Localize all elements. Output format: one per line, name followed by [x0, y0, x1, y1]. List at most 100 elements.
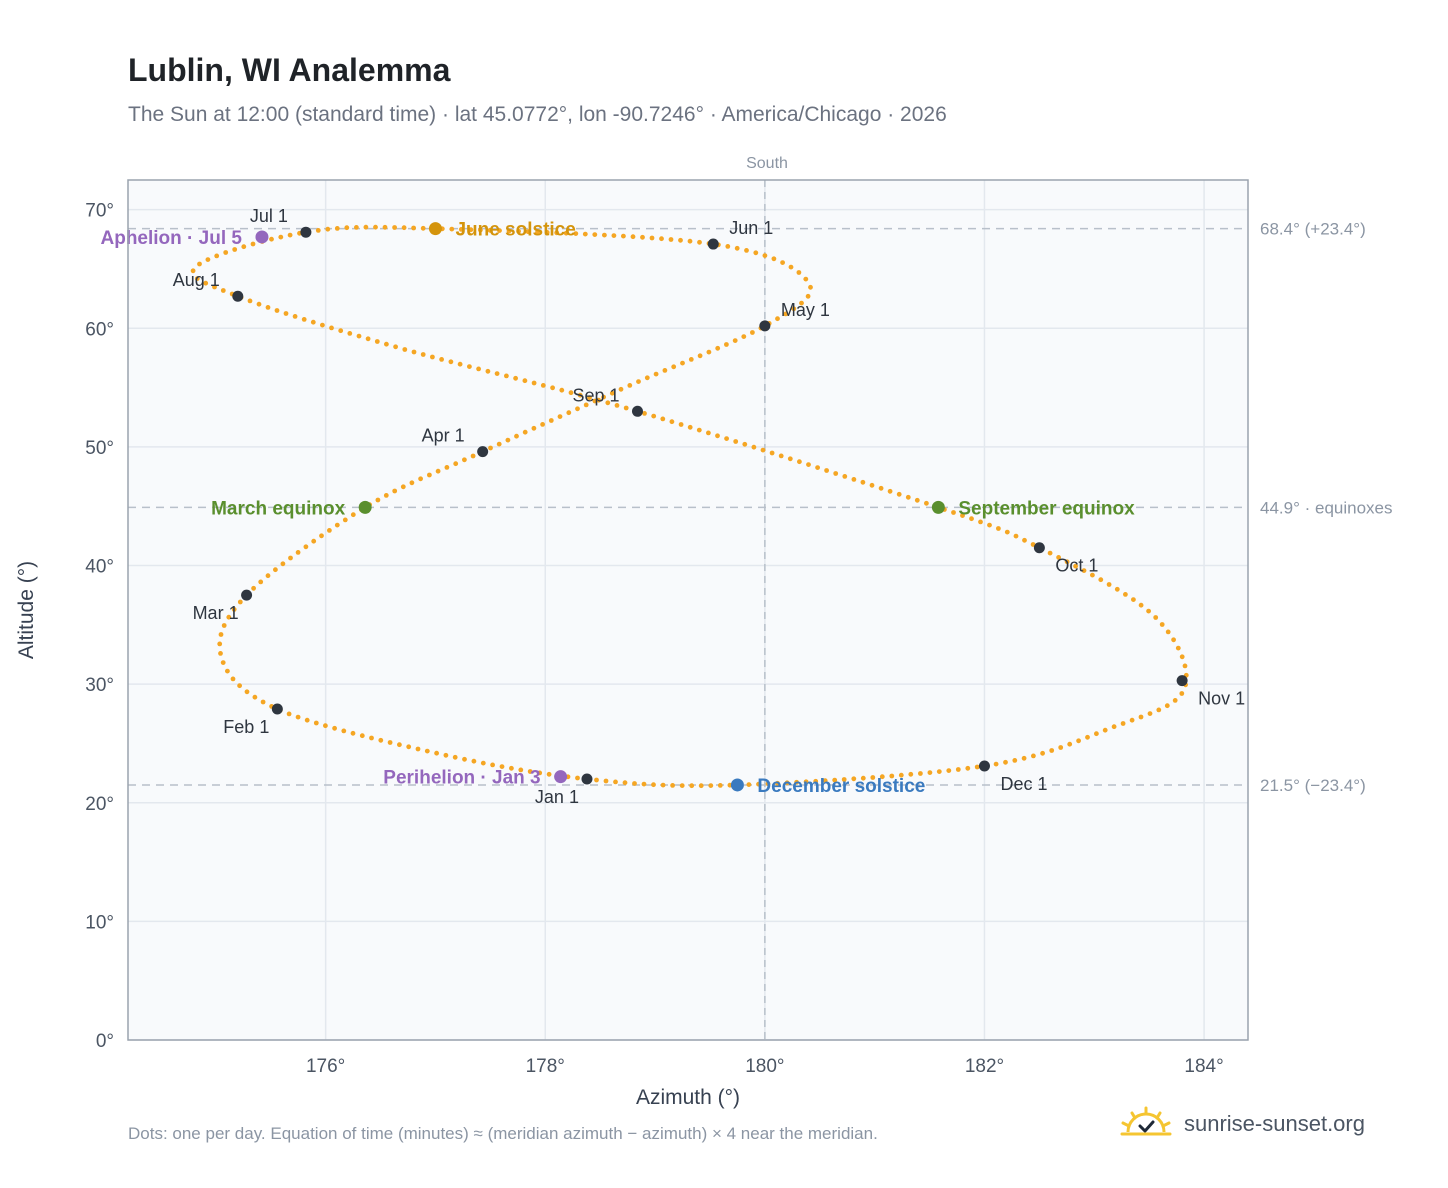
daily-sun-dot: [332, 725, 337, 731]
event-marker: [255, 230, 269, 244]
daily-sun-dot: [955, 767, 961, 772]
daily-sun-dot: [592, 232, 598, 238]
daily-sun-dot: [649, 235, 655, 241]
month-marker: [232, 290, 244, 302]
y-tick-label: 40°: [85, 557, 114, 578]
daily-sun-dot: [987, 522, 992, 528]
daily-sun-dot: [851, 477, 857, 482]
month-marker-label: Mar 1: [193, 603, 239, 623]
daily-sun-dot: [458, 227, 464, 232]
daily-sun-dot: [557, 414, 563, 419]
daily-sun-dot: [531, 425, 537, 431]
daily-sun-dot: [232, 247, 238, 252]
month-marker-label: Sep 1: [572, 385, 619, 405]
daily-sun-dot: [1123, 592, 1128, 597]
daily-sun-dot: [393, 344, 398, 350]
daily-sun-dot: [1164, 703, 1170, 709]
daily-sun-dot: [1147, 711, 1153, 716]
daily-sun-dot: [1040, 750, 1045, 756]
daily-sun-dot: [494, 371, 500, 376]
month-marker-label: Jul 1: [250, 206, 288, 226]
daily-sun-dot: [799, 300, 804, 306]
daily-sun-dot: [554, 230, 560, 236]
daily-sun-dot: [1031, 753, 1036, 759]
daily-sun-dot: [342, 517, 348, 523]
daily-sun-dot: [896, 491, 902, 497]
event-label: June solstice: [455, 220, 575, 241]
x-tick-label: 178°: [526, 1056, 565, 1077]
daily-sun-dot: [537, 770, 543, 776]
daily-sun-dot: [1138, 714, 1144, 720]
x-tick-label: 180°: [745, 1056, 784, 1077]
event-label: March equinox: [211, 498, 346, 519]
daily-sun-dot: [347, 331, 353, 336]
reference-lines: 68.4° (+23.4°) 44.9° · equinoxes 21.5° (−2…: [128, 180, 1393, 1040]
daily-sun-dot: [1146, 608, 1151, 614]
daily-sun-dot: [424, 748, 430, 754]
daily-sun-dot: [194, 276, 200, 281]
daily-sun-dot: [602, 232, 607, 238]
daily-sun-dot: [550, 385, 555, 391]
daily-sun-dot: [742, 441, 748, 447]
daily-sun-dot: [613, 779, 618, 785]
month-marker-label: Nov 1: [1198, 689, 1245, 709]
daily-sun-dot: [327, 528, 332, 533]
daily-sun-dot: [449, 226, 455, 232]
daily-sun-dot: [278, 234, 284, 240]
daily-sun-dot: [614, 403, 620, 408]
daily-sun-dot: [468, 227, 474, 233]
footnote: Dots: one per day. Equation of time (min…: [128, 1124, 878, 1143]
daily-sun-dot: [205, 257, 211, 262]
daily-sun-dot: [237, 683, 243, 689]
south-label: South: [746, 155, 788, 172]
daily-sun-dot: [258, 579, 264, 585]
daily-sun-dot: [1013, 533, 1019, 539]
daily-sun-dot: [662, 368, 668, 373]
daily-sun-dot: [1076, 738, 1081, 744]
daily-sun-dot: [587, 395, 592, 401]
daily-sun-dot: [669, 419, 675, 425]
daily-sun-dot: [356, 333, 362, 339]
daily-sun-dot: [594, 777, 599, 783]
daily-sun-dot: [406, 744, 412, 750]
event-label: September equinox: [958, 498, 1135, 519]
daily-sun-dot: [374, 339, 380, 344]
daily-sun-dot: [771, 256, 777, 262]
daily-sun-dot: [822, 778, 828, 784]
daily-sun-dot: [568, 390, 574, 396]
daily-sun-dot: [566, 410, 572, 416]
marker-layer: [232, 222, 1188, 792]
daily-sun-dot: [797, 459, 802, 465]
daily-sun-dot: [334, 226, 340, 231]
daily-sun-dot: [898, 772, 904, 778]
daily-sun-dot: [420, 352, 426, 357]
daily-sun-dot: [354, 225, 359, 230]
daily-sun-dot: [765, 781, 771, 787]
daily-sun-dot: [784, 780, 790, 786]
x-tick-label: 182°: [965, 1056, 1004, 1077]
brand[interactable]: sunrise-sunset.org: [1120, 1104, 1365, 1144]
event-label: Aphelion · Jul 5: [101, 228, 243, 249]
daily-sun-dot: [516, 228, 521, 234]
daily-sun-dot: [1111, 724, 1117, 730]
event-marker: [428, 222, 442, 236]
sun-logo-icon: [1120, 1106, 1172, 1136]
daily-sun-dot: [725, 244, 731, 249]
daily-sun-dot: [670, 783, 675, 788]
daily-sun-dot: [640, 234, 645, 240]
daily-sun-dot: [350, 512, 356, 518]
daily-sun-dot: [467, 364, 472, 369]
daily-sun-dot: [609, 390, 615, 396]
daily-sun-dot: [936, 769, 942, 774]
daily-sun-dot: [775, 780, 780, 786]
daily-sun-dot: [914, 497, 920, 503]
daily-sun-dot: [218, 651, 223, 656]
daily-sun-dot: [397, 742, 402, 748]
daily-sun-dot: [286, 711, 292, 717]
daily-sun-dot: [1021, 755, 1027, 761]
daily-sun-dot: [841, 777, 847, 782]
reference-line-label: 68.4° (+23.4°): [1260, 220, 1366, 239]
daily-sun-dot: [974, 764, 980, 770]
daily-sun-dot: [218, 632, 224, 637]
axis-layer: 176° 178° 180° 182° 184° 0° 10° 20° 30° 40° 50° 60°…: [85, 201, 1223, 1077]
